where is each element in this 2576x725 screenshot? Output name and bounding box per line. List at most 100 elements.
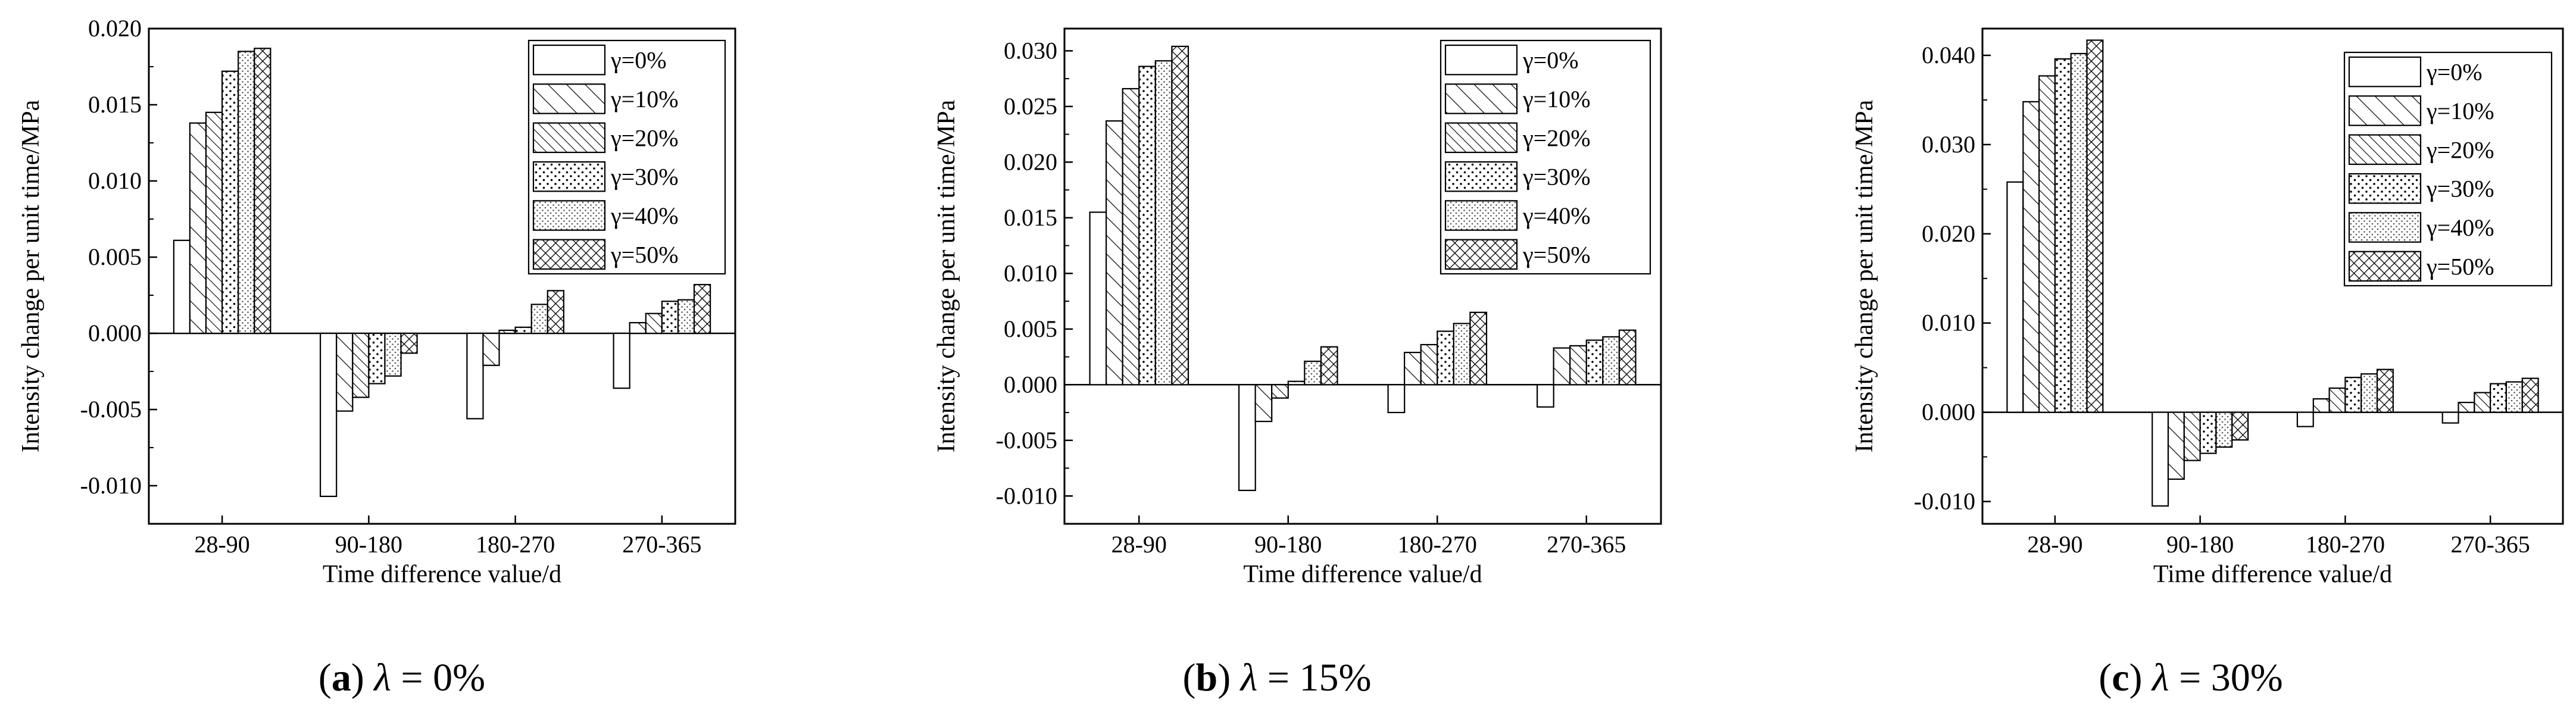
- caption-lambda: λ: [2151, 656, 2169, 699]
- bar-γ=50%-270-365: [693, 284, 711, 335]
- caption-letter: c: [2112, 656, 2129, 699]
- y-axis-title: Intensity change per unit time/MPa: [933, 99, 960, 452]
- bar-γ=40%-28-90: [1154, 60, 1173, 386]
- x-axis-title: Time difference value/d: [323, 561, 561, 588]
- legend: γ=0% γ=10% γ=20% γ=30% γ=40% γ=50%: [2343, 51, 2553, 287]
- legend-label: γ=0%: [610, 47, 667, 74]
- legend-label: γ=50%: [610, 241, 679, 268]
- bar-γ=40%-270-365: [1602, 336, 1620, 386]
- y-tick-label: 0.020: [1922, 220, 1975, 247]
- legend-box: [2343, 51, 2553, 287]
- bar-γ=10%-180-270: [2312, 398, 2330, 413]
- caption-value: = 30%: [2169, 656, 2283, 699]
- legend-label: γ=20%: [1522, 124, 1591, 151]
- legend-swatch: [1444, 239, 1518, 270]
- bar-γ=50%-28-90: [254, 48, 271, 335]
- bar-γ=40%-28-90: [238, 51, 255, 335]
- bar-γ=0%-28-90: [173, 239, 191, 335]
- y-tick-label: 0.020: [88, 15, 142, 42]
- panel-caption-a: (a) λ = 0%: [319, 656, 485, 699]
- bar-γ=30%-28-90: [1138, 65, 1157, 386]
- legend-label: γ=40%: [2426, 214, 2494, 241]
- bar-γ=10%-90-180: [1254, 384, 1273, 423]
- bar-γ=10%-90-180: [336, 332, 354, 412]
- caption-lambda: λ: [1239, 656, 1258, 699]
- legend-swatch: [2348, 134, 2422, 165]
- bar-γ=20%-270-365: [1569, 345, 1587, 386]
- bar-γ=30%-270-365: [2490, 383, 2508, 413]
- caption-value: = 15%: [1257, 656, 1371, 699]
- x-tick-label: 28-90: [2027, 531, 2082, 558]
- y-tick-label: -0.005: [996, 427, 1057, 454]
- bar-γ=40%-270-365: [677, 299, 695, 335]
- y-tick-label: 0.020: [1004, 148, 1057, 175]
- y-tick-label: 0.030: [1004, 37, 1057, 64]
- y-tick-label: 0.010: [1004, 260, 1057, 286]
- y-axis-title: Intensity change per unit time/MPa: [1851, 99, 1878, 452]
- y-tick-label: -0.005: [80, 396, 142, 423]
- y-tick-label: 0.005: [88, 243, 142, 270]
- legend-swatch: [1444, 122, 1518, 154]
- legend-swatch: [2348, 251, 2422, 282]
- chart-panel-a: (a) λ = 0% -0.010 -0.005 0.000 0.005 0.010 0.…: [17, 15, 736, 699]
- legend-box: [527, 39, 726, 275]
- bar-γ=20%-180-270: [1420, 343, 1438, 386]
- legend-swatch: [1444, 200, 1518, 231]
- legend-swatch: [2348, 212, 2422, 243]
- legend-label: γ=10%: [2426, 98, 2494, 124]
- bar-γ=10%-270-365: [1553, 347, 1571, 386]
- x-tick-label: 28-90: [1111, 531, 1167, 558]
- x-tick-label: 180-270: [1398, 531, 1477, 558]
- legend-swatch: [532, 83, 606, 114]
- y-tick-label: -0.010: [1914, 488, 1975, 515]
- bar-γ=0%-180-270: [466, 332, 484, 420]
- bar-γ=0%-180-270: [2296, 411, 2314, 427]
- bar-γ=10%-90-180: [2167, 411, 2185, 480]
- legend-label: γ=30%: [1522, 164, 1591, 190]
- bar-γ=0%-90-180: [1238, 384, 1256, 491]
- legend-label: γ=20%: [610, 124, 679, 151]
- y-tick-label: 0.000: [1922, 399, 1975, 426]
- bar-γ=10%-28-90: [189, 122, 207, 335]
- plot-frame: [148, 27, 736, 525]
- bar-γ=10%-270-365: [2458, 401, 2475, 413]
- legend-label: γ=10%: [1522, 86, 1591, 112]
- bar-γ=0%-180-270: [1387, 384, 1406, 414]
- legend-swatch: [532, 200, 606, 231]
- bar-γ=50%-180-270: [2376, 368, 2394, 413]
- bar-γ=20%-28-90: [2038, 75, 2056, 413]
- caption-value: = 0%: [391, 656, 485, 699]
- bar-γ=40%-180-270: [1453, 323, 1471, 386]
- x-tick-label: 90-180: [2166, 531, 2234, 558]
- legend-label: γ=30%: [610, 164, 679, 190]
- y-tick-label: 0.025: [1004, 93, 1057, 120]
- bar-γ=30%-28-90: [2054, 58, 2072, 413]
- x-tick-label: 180-270: [2306, 531, 2385, 558]
- bar-γ=50%-270-365: [2521, 377, 2539, 413]
- bar-γ=20%-90-180: [2183, 411, 2201, 461]
- bar-γ=10%-180-270: [482, 332, 500, 366]
- panel-caption-b: (b) λ = 15%: [1183, 656, 1372, 699]
- bar-γ=30%-180-270: [514, 326, 532, 335]
- caption-letter: b: [1195, 656, 1217, 699]
- bar-γ=20%-270-365: [645, 312, 663, 335]
- y-tick-label: 0.010: [88, 167, 142, 194]
- bar-γ=50%-28-90: [1171, 45, 1189, 386]
- bar-γ=0%-270-365: [1537, 384, 1554, 408]
- panel-caption-c: (c) λ = 30%: [2099, 656, 2283, 699]
- y-tick-label: 0.005: [1004, 315, 1057, 342]
- bar-γ=30%-90-180: [368, 332, 386, 385]
- bar-γ=30%-180-270: [2344, 376, 2362, 413]
- bar-γ=50%-90-180: [2231, 411, 2249, 441]
- x-tick-label: 90-180: [335, 531, 402, 558]
- legend-label: γ=50%: [1522, 241, 1591, 268]
- bar-γ=40%-270-365: [2505, 381, 2523, 413]
- y-tick-label: 0.000: [1004, 371, 1057, 398]
- bar-γ=10%-28-90: [1105, 120, 1123, 386]
- caption-lambda: λ: [373, 656, 391, 699]
- legend-swatch: [1444, 44, 1518, 76]
- chart-panel-b: (b) λ = 15% -0.010 -0.005 0.000 0.005 0.010 0…: [933, 27, 1662, 699]
- legend-box: [1440, 39, 1651, 275]
- y-tick-label: 0.000: [88, 320, 142, 346]
- bar-γ=40%-180-270: [2360, 373, 2378, 413]
